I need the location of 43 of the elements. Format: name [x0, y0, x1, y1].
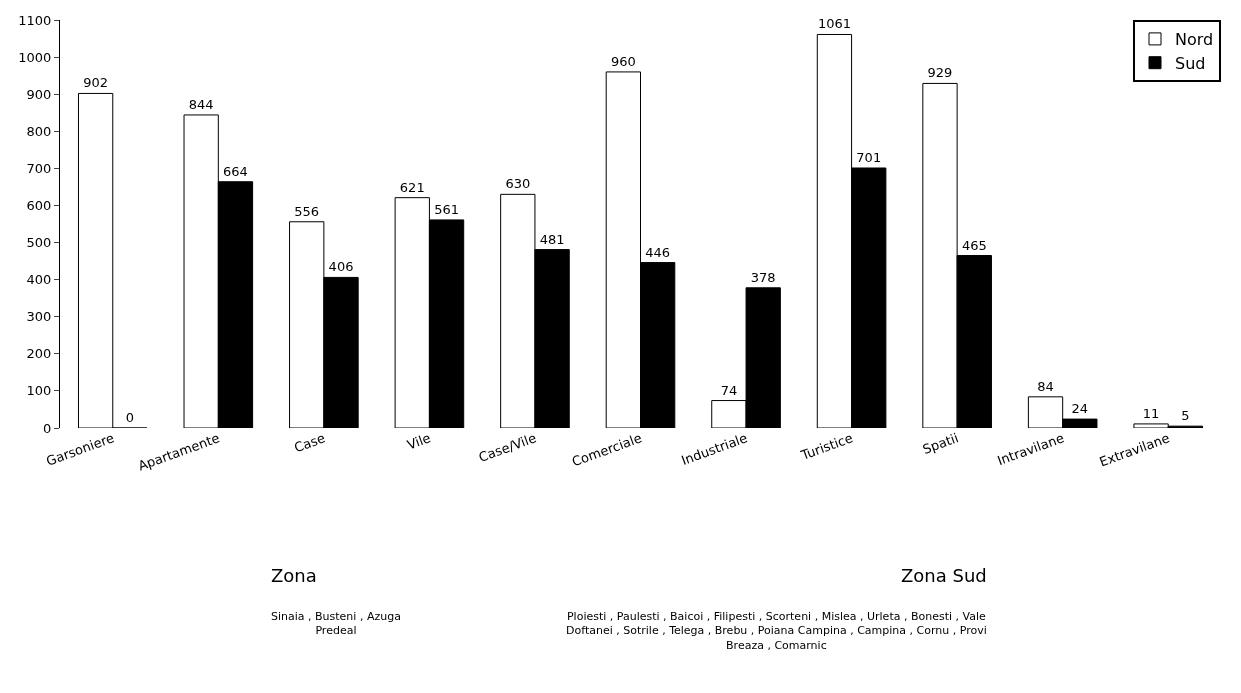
y-tick-label: 300 — [26, 309, 52, 325]
text: Ploiesti , Paulesti , Baicoi , Filipesti , Scorteni , Mislea , Urleta , Bonesti , Vale Doftanei , Sotrile , Telega , Brebu , Poiana Campina , Campina , Cornu , Provi Breaza , Comarnic — [566, 610, 987, 652]
y-tick-label: 900 — [26, 86, 52, 102]
data-label: 701 — [856, 149, 882, 165]
data-label: 465 — [961, 237, 987, 253]
data-label: 24 — [1071, 401, 1089, 417]
data-label: 0 — [125, 410, 135, 425]
data-label: 621 — [399, 179, 425, 195]
y-tick-label: 600 — [26, 198, 52, 213]
y-tick-label: 1000 — [18, 49, 52, 65]
data-label: 1061 — [817, 16, 851, 32]
y-tick-label: 200 — [26, 346, 52, 362]
data-label: 406 — [328, 259, 354, 275]
data-label: 902 — [83, 75, 109, 91]
data-label: 556 — [294, 203, 320, 219]
data-label: 664 — [223, 163, 248, 179]
data-label: 11 — [1142, 405, 1160, 421]
data-label: 84 — [1037, 378, 1054, 394]
y-tick-label: 1100 — [18, 12, 52, 28]
text: Zona Sud — [901, 565, 987, 586]
y-tick-label: 0 — [43, 420, 52, 436]
y-tick-label: 700 — [26, 160, 52, 176]
x-tick-label: Case — [292, 430, 328, 456]
y-tick-label: 400 — [26, 272, 52, 288]
x-tick-label: Spatii — [920, 430, 961, 458]
data-label: 446 — [645, 244, 671, 260]
data-label: 630 — [505, 176, 531, 192]
x-tick-label: Vile — [405, 430, 433, 453]
data-label: 481 — [539, 231, 565, 247]
data-label: 561 — [434, 201, 459, 217]
text: Sinaia , Busteni , Azuga Predeal — [271, 610, 401, 638]
legend-label: Nord — [1175, 30, 1214, 50]
data-label: 844 — [188, 96, 214, 112]
y-tick-label: 500 — [26, 235, 52, 251]
y-tick-label: 800 — [26, 123, 52, 139]
data-label: 378 — [750, 269, 776, 285]
data-label: 960 — [610, 53, 636, 69]
y-tick-label: 100 — [26, 383, 52, 399]
data-label: 5 — [1181, 408, 1190, 424]
text: Zona — [271, 565, 317, 586]
data-label: 74 — [720, 382, 738, 398]
data-label: 929 — [927, 65, 953, 81]
legend-label: Sud — [1175, 53, 1206, 73]
